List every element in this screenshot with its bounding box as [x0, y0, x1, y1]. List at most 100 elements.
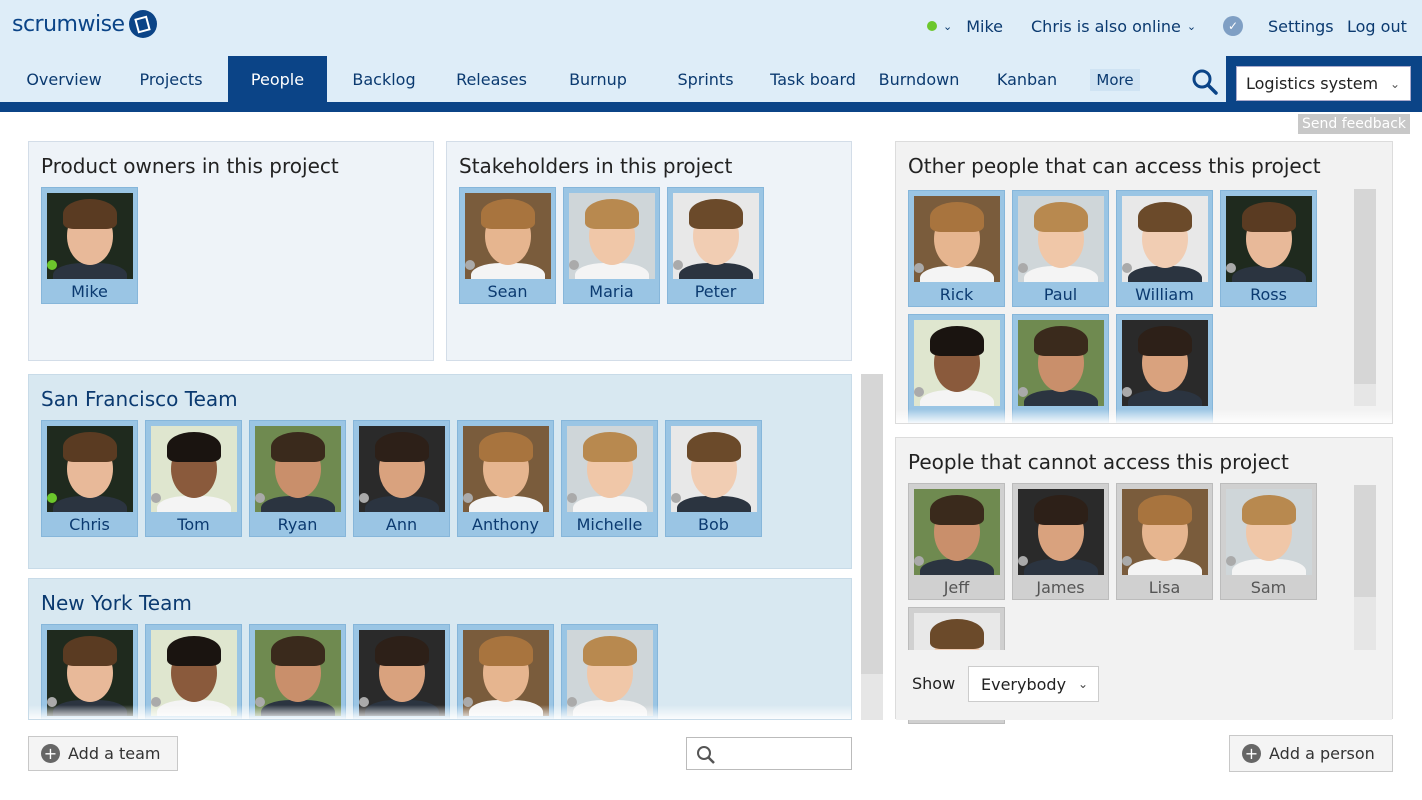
avatar — [47, 193, 133, 279]
avatar — [1122, 196, 1208, 282]
scrollbar-thumb[interactable] — [1354, 485, 1376, 597]
tab-backlog[interactable]: Backlog — [352, 69, 416, 89]
person-card[interactable] — [249, 624, 346, 719]
send-feedback-button[interactable]: Send feedback — [1298, 114, 1410, 134]
person-card[interactable]: Ryan — [249, 420, 346, 537]
person-card[interactable]: William — [1116, 190, 1213, 307]
presence-status-icon — [567, 493, 577, 503]
tab-kanban[interactable]: Kanban — [996, 69, 1058, 89]
presence-status-icon — [359, 697, 369, 707]
add-person-button[interactable]: + Add a person — [1229, 735, 1393, 772]
person-name: Ross — [1250, 285, 1287, 304]
presence-status-icon — [465, 260, 475, 270]
person-card[interactable] — [353, 624, 450, 719]
avatar — [151, 426, 237, 512]
avatar — [255, 630, 341, 716]
person-card[interactable] — [41, 624, 138, 719]
person-card[interactable] — [1116, 314, 1213, 423]
people-search-input[interactable] — [686, 737, 852, 770]
person-name: Ann — [385, 515, 418, 534]
teams-scrollbar[interactable] — [861, 374, 883, 720]
person-name: Sean — [487, 282, 528, 301]
logout-link[interactable]: Log out — [1347, 16, 1407, 36]
chevron-down-icon: ⌄ — [1077, 677, 1088, 691]
avatar — [1018, 320, 1104, 406]
person-card[interactable]: James — [1012, 483, 1109, 600]
person-card[interactable] — [1012, 314, 1109, 423]
avatar — [1226, 196, 1312, 282]
presence-status-icon — [47, 493, 57, 503]
panel-title: New York Team — [41, 591, 192, 615]
tab-releases[interactable]: Releases — [456, 69, 527, 89]
avatar — [914, 196, 1000, 282]
logo[interactable]: scrumwise — [12, 10, 157, 38]
person-card[interactable]: Bob — [665, 420, 762, 537]
tab-sprints[interactable]: Sprints — [677, 69, 734, 89]
person-name: Sam — [1250, 578, 1287, 597]
online-users-menu[interactable]: Chris is also online ⌄ — [1031, 16, 1197, 36]
cannot-access-scrollbar[interactable] — [1354, 485, 1376, 650]
scrollbar-thumb[interactable] — [1354, 189, 1376, 384]
avatar — [1122, 489, 1208, 575]
presence-status-icon — [1122, 387, 1132, 397]
person-card[interactable]: Paul — [1012, 190, 1109, 307]
user-menu[interactable]: ⌄ Mike — [927, 15, 1003, 37]
person-card[interactable]: Chris — [41, 420, 138, 537]
presence-status-icon — [359, 493, 369, 503]
person-name: Chris — [69, 515, 110, 534]
person-card[interactable]: Rick — [908, 190, 1005, 307]
plus-icon: + — [41, 744, 60, 763]
avatar — [465, 193, 551, 279]
panel-title: San Francisco Team — [41, 387, 238, 411]
presence-status-icon — [914, 556, 924, 566]
person-card[interactable]: Tom — [145, 420, 242, 537]
settings-link[interactable]: Settings — [1268, 16, 1334, 36]
avatar — [359, 630, 445, 716]
tab-overview[interactable]: Overview — [26, 69, 102, 89]
person-name: William — [1135, 285, 1194, 304]
avatar — [567, 630, 653, 716]
product-owners-panel: Product owners in this project Mike — [28, 141, 434, 361]
other-people-scrollbar[interactable] — [1354, 189, 1376, 406]
presence-status-icon — [151, 697, 161, 707]
avatar — [569, 193, 655, 279]
avatar — [673, 193, 759, 279]
online-status-icon — [927, 21, 937, 31]
presence-status-icon — [47, 260, 57, 270]
add-team-button[interactable]: + Add a team — [28, 736, 178, 771]
person-card[interactable]: Peter — [667, 187, 764, 304]
tab-people[interactable]: People — [228, 56, 327, 102]
show-filter-select[interactable]: Everybody ⌄ — [968, 666, 1099, 702]
scrollbar-thumb[interactable] — [861, 374, 883, 674]
avatar — [463, 630, 549, 716]
tab-task-board[interactable]: Task board — [770, 69, 856, 89]
person-card[interactable]: Michelle — [561, 420, 658, 537]
person-card[interactable]: Mike — [41, 187, 138, 304]
other-people-panel: Other people that can access this projec… — [895, 141, 1393, 424]
panel-title: Other people that can access this projec… — [908, 154, 1321, 178]
person-name: Bob — [698, 515, 729, 534]
person-card[interactable]: Lisa — [1116, 483, 1213, 600]
check-icon[interactable]: ✓ — [1223, 16, 1243, 36]
project-select[interactable]: Logistics system ⌄ — [1236, 66, 1411, 101]
presence-status-icon — [1122, 263, 1132, 273]
person-card[interactable]: Ann — [353, 420, 450, 537]
plus-icon: + — [1242, 744, 1261, 763]
person-card[interactable]: Anthony — [457, 420, 554, 537]
more-tab[interactable]: More — [1090, 69, 1140, 91]
person-card[interactable]: Ross — [1220, 190, 1317, 307]
person-card[interactable]: Sean — [459, 187, 556, 304]
person-card[interactable] — [908, 314, 1005, 423]
avatar — [567, 426, 653, 512]
person-card[interactable]: Maria — [563, 187, 660, 304]
search-icon[interactable] — [1191, 68, 1219, 96]
tab-burndown[interactable]: Burndown — [878, 69, 960, 89]
person-name: Rick — [939, 285, 974, 304]
person-card[interactable] — [561, 624, 658, 719]
tab-projects[interactable]: Projects — [139, 69, 203, 89]
presence-status-icon — [47, 697, 57, 707]
person-card[interactable]: Sam — [1220, 483, 1317, 600]
chevron-down-icon: ⌄ — [1186, 19, 1197, 33]
person-card[interactable]: Jeff — [908, 483, 1005, 600]
tab-burnup[interactable]: Burnup — [569, 69, 627, 89]
